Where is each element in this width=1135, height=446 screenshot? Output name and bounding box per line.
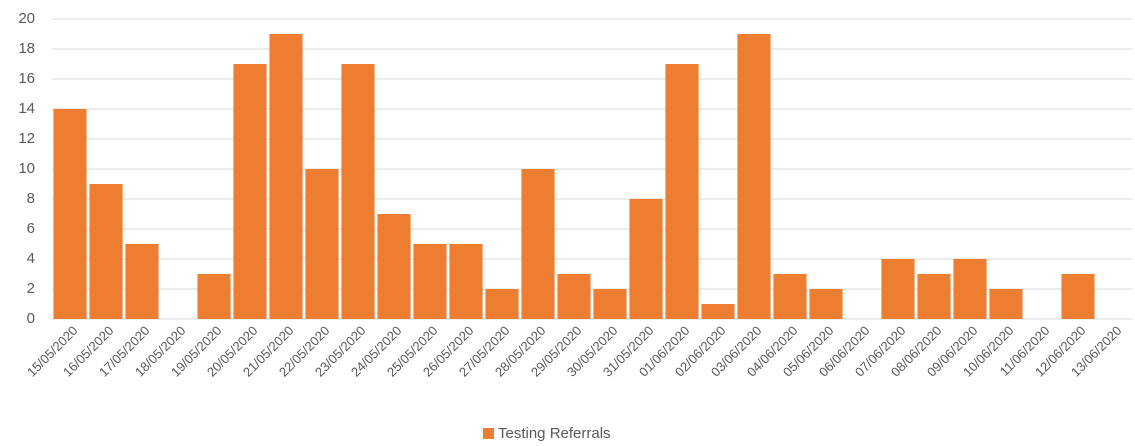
- y-tick-label: 4: [27, 250, 35, 267]
- y-tick-label: 0: [27, 310, 35, 327]
- bar: [449, 244, 483, 319]
- bar: [89, 184, 123, 319]
- bar: [269, 34, 303, 319]
- bar: [557, 274, 591, 319]
- y-tick-label: 16: [18, 70, 35, 87]
- y-tick-label: 6: [27, 220, 35, 237]
- bar: [197, 274, 231, 319]
- bar: [53, 109, 87, 319]
- legend-label: Testing Referrals: [498, 425, 611, 442]
- bar: [701, 304, 735, 319]
- bar: [989, 289, 1023, 319]
- bar: [125, 244, 159, 319]
- bar: [953, 259, 987, 319]
- bar: [521, 169, 555, 319]
- bar: [233, 64, 267, 319]
- bar: [593, 289, 627, 319]
- y-tick-label: 12: [18, 130, 35, 147]
- bar: [341, 64, 375, 319]
- bar: [881, 259, 915, 319]
- y-tick-label: 18: [18, 40, 35, 57]
- legend-swatch: [483, 428, 494, 439]
- y-tick-label: 10: [18, 160, 35, 177]
- bar: [737, 34, 771, 319]
- bar: [413, 244, 447, 319]
- bar: [1061, 274, 1095, 319]
- bar: [629, 199, 663, 319]
- bar: [809, 289, 843, 319]
- bar: [917, 274, 951, 319]
- bar: [773, 274, 807, 319]
- y-tick-label: 20: [18, 10, 35, 27]
- y-tick-label: 14: [18, 100, 35, 117]
- bar: [665, 64, 699, 319]
- y-tick-label: 8: [27, 190, 35, 207]
- y-tick-label: 2: [27, 280, 35, 297]
- bar: [377, 214, 411, 319]
- bar: [305, 169, 339, 319]
- bar: [485, 289, 519, 319]
